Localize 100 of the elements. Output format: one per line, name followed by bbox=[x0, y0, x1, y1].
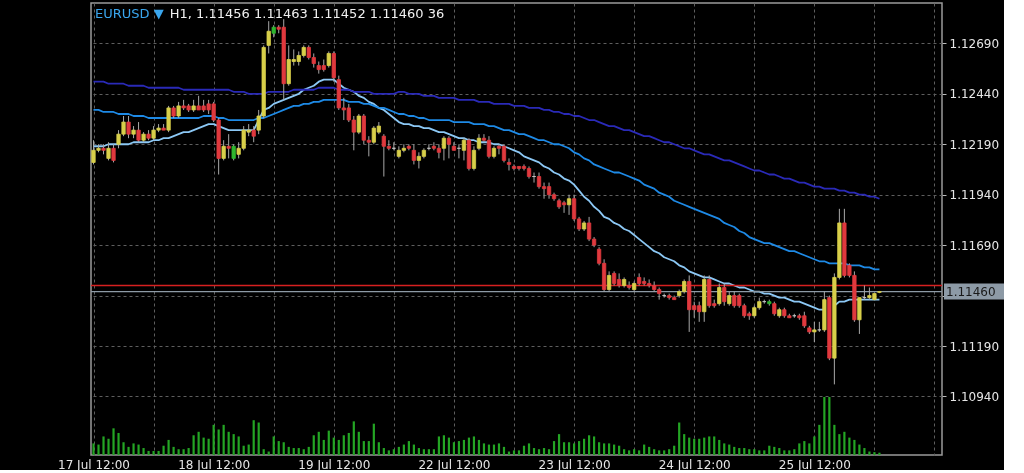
bar bbox=[362, 441, 365, 455]
bar bbox=[512, 450, 516, 455]
bar bbox=[653, 449, 656, 455]
bar bbox=[542, 448, 546, 455]
bar bbox=[292, 448, 295, 455]
bar bbox=[763, 450, 766, 455]
bar bbox=[532, 448, 536, 455]
bar bbox=[182, 449, 185, 455]
bar bbox=[422, 449, 425, 455]
bar bbox=[317, 431, 320, 455]
y-tick-label: 1.11690 bbox=[949, 238, 1000, 253]
bar bbox=[92, 443, 95, 455]
bar bbox=[392, 449, 395, 455]
candlestick bbox=[111, 143, 116, 163]
candlestick bbox=[436, 143, 442, 159]
x-tick-label: 24 Jul 12:00 bbox=[658, 457, 731, 472]
bar bbox=[437, 436, 441, 455]
bar bbox=[197, 431, 200, 455]
bar bbox=[798, 443, 801, 455]
bar bbox=[853, 439, 856, 455]
bar bbox=[102, 436, 105, 455]
bar bbox=[873, 452, 876, 455]
bar bbox=[482, 443, 486, 455]
y-tick-label: 1.12690 bbox=[949, 36, 1000, 51]
bar bbox=[367, 441, 370, 455]
bar bbox=[147, 450, 150, 455]
bar bbox=[618, 445, 621, 455]
bar bbox=[322, 439, 325, 455]
candlestick bbox=[586, 216, 592, 242]
bar bbox=[738, 448, 741, 455]
bar bbox=[878, 452, 881, 455]
bar bbox=[342, 435, 345, 455]
bar bbox=[517, 450, 521, 455]
bar bbox=[753, 449, 756, 455]
y-tick-label: 1.10940 bbox=[949, 389, 1000, 404]
bar bbox=[743, 448, 746, 455]
candlestick bbox=[136, 121, 141, 143]
line-series bbox=[92, 80, 881, 200]
bar bbox=[623, 449, 626, 455]
bar bbox=[142, 448, 145, 455]
candlestick bbox=[446, 135, 452, 159]
bar bbox=[587, 435, 591, 455]
bar bbox=[818, 424, 821, 455]
candlestick bbox=[266, 20, 271, 54]
ref-line-label: 1.11460 bbox=[946, 284, 996, 299]
bar bbox=[658, 450, 661, 455]
candlestick bbox=[722, 282, 727, 307]
bar bbox=[312, 435, 315, 455]
candlestick bbox=[857, 297, 862, 335]
candlestick bbox=[441, 135, 447, 161]
candlestick bbox=[126, 115, 131, 139]
candlestick bbox=[406, 143, 411, 151]
bar bbox=[112, 428, 115, 455]
candlestick bbox=[627, 280, 632, 291]
bar bbox=[187, 448, 190, 455]
bar bbox=[758, 450, 761, 455]
bar bbox=[107, 438, 110, 455]
x-tick-label: 23 Jul 12:00 bbox=[538, 457, 611, 472]
bar bbox=[462, 439, 466, 455]
bar bbox=[592, 436, 596, 455]
bar bbox=[352, 421, 355, 455]
bar bbox=[823, 397, 826, 455]
bar bbox=[172, 446, 175, 455]
y-tick-label: 1.12190 bbox=[949, 137, 1000, 152]
bar bbox=[668, 449, 671, 455]
bar bbox=[232, 434, 235, 455]
bar bbox=[242, 445, 245, 455]
bar bbox=[768, 445, 771, 455]
line-series bbox=[92, 98, 881, 271]
y-tick-label: 1.11190 bbox=[949, 339, 1000, 354]
candlestick bbox=[461, 137, 467, 161]
candlestick bbox=[566, 194, 572, 216]
x-tick-label: 18 Jul 12:00 bbox=[178, 457, 251, 472]
bar bbox=[567, 442, 571, 455]
bar bbox=[157, 450, 160, 455]
x-tick-label: 17 Jul 12:00 bbox=[58, 457, 130, 472]
candlestick bbox=[717, 282, 722, 307]
bar bbox=[858, 444, 861, 455]
y-tick-label: 1.11940 bbox=[949, 188, 1000, 203]
bar bbox=[132, 443, 135, 455]
bar bbox=[608, 443, 611, 455]
bar bbox=[212, 424, 215, 455]
bar bbox=[137, 444, 140, 455]
bar bbox=[723, 443, 726, 455]
x-tick-label: 22 Jul 12:00 bbox=[418, 457, 491, 472]
chart-subtitle: H1, 1.11456 1.11463 1.11452 1.11460 36 bbox=[169, 6, 445, 21]
bar bbox=[302, 449, 305, 455]
bar bbox=[803, 441, 806, 455]
bar bbox=[162, 445, 165, 455]
bar bbox=[577, 441, 581, 455]
candlestick bbox=[607, 270, 612, 293]
bar bbox=[603, 443, 606, 455]
x-tick-label: 25 Jul 12:00 bbox=[778, 457, 851, 472]
candlestick bbox=[506, 157, 512, 171]
bar bbox=[122, 442, 125, 455]
bar bbox=[452, 442, 456, 455]
bar bbox=[387, 450, 390, 455]
bar bbox=[272, 436, 275, 455]
bar bbox=[257, 422, 260, 455]
bar bbox=[222, 424, 225, 455]
